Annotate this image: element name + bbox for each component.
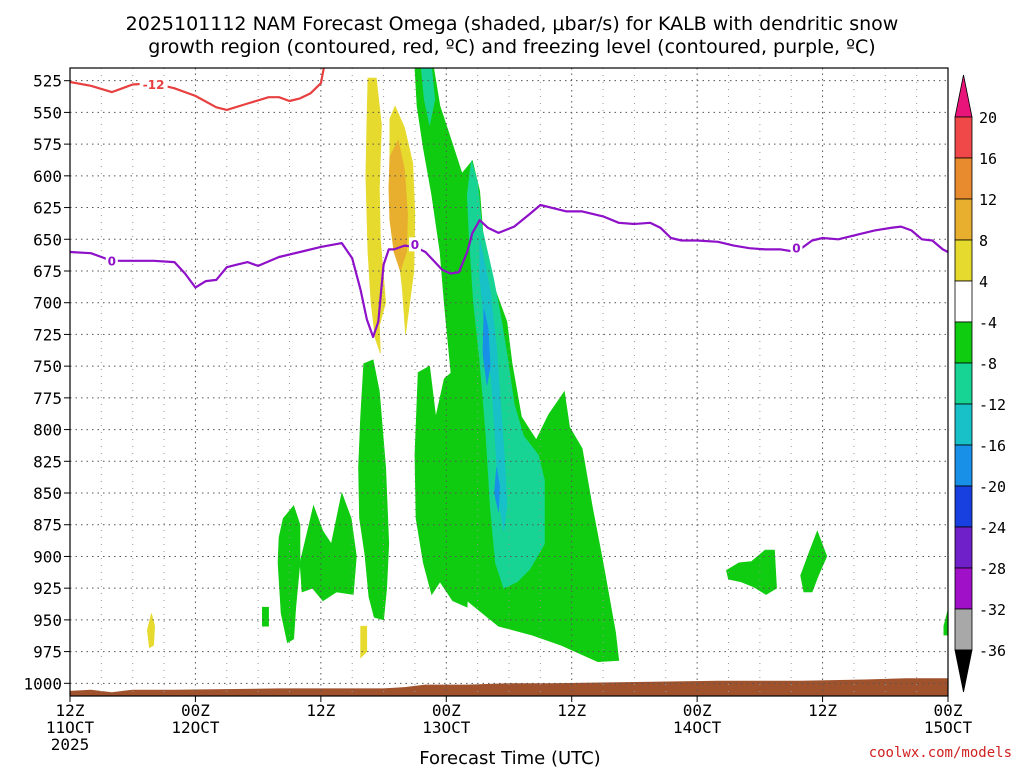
omega-region-0 (360, 625, 368, 659)
y-tick-label: 725 (33, 325, 62, 344)
colorbar-bin (954, 403, 973, 446)
colorbar-bin (954, 280, 973, 323)
freezing-level-contour-label: 0 (411, 238, 419, 252)
colorbar: 20 16 12 8 4 -4 -8 -12 -16 -20 -24 -28 -32 -36 (954, 74, 1006, 693)
credit-text: coolwx.com/models (869, 745, 1012, 761)
colorbar-bin (954, 198, 973, 241)
colorbar-bin (954, 485, 973, 528)
colorbar-top-arrow (954, 74, 973, 118)
colorbar-label: -28 (979, 560, 1006, 578)
omega-region-16 (726, 549, 777, 595)
colorbar-label: 20 (979, 109, 997, 127)
x-tick-year: 2025 (51, 735, 90, 754)
y-tick-label: 1000 (23, 674, 62, 693)
x-tick-label: 12Z (306, 701, 335, 720)
colorbar-bin (954, 444, 973, 487)
plot-frame (69, 67, 949, 697)
omega-region-13 (277, 505, 301, 644)
omega-region-17 (800, 530, 828, 593)
colorbar-bin (954, 116, 973, 159)
y-tick-label: 525 (33, 72, 62, 91)
x-tick-label: 00Z (181, 701, 210, 720)
grid-lines (70, 68, 948, 696)
y-tick-label: 600 (33, 167, 62, 186)
y-tick-label: 850 (33, 484, 62, 503)
x-axis-label: Forecast Time (UTC) (419, 748, 600, 768)
x-tick-label: 00Z (683, 701, 712, 720)
colorbar-label: -36 (979, 642, 1006, 660)
y-tick-label: 925 (33, 579, 62, 598)
contour-layer: -12 0 0 0 (70, 68, 948, 339)
y-tick-label: 775 (33, 389, 62, 408)
x-tick-label: 00Z (432, 701, 461, 720)
y-tick-label: 975 (33, 643, 62, 662)
x-tick-date: 12OCT (171, 718, 220, 737)
freezing-level-contour-label: 0 (108, 254, 116, 268)
y-tick-label: 625 (33, 199, 62, 218)
y-tick-label: 800 (33, 421, 62, 440)
x-tick-date: 14OCT (673, 718, 722, 737)
colorbar-bin (954, 362, 973, 405)
omega-region-4 (388, 139, 408, 272)
colorbar-label: -20 (979, 478, 1006, 496)
colorbar-label: 8 (979, 232, 988, 250)
colorbar-bin (954, 608, 973, 651)
colorbar-label: 4 (979, 273, 988, 291)
omega-region-7 (466, 160, 545, 589)
dgz-contour-line (70, 68, 325, 112)
freezing-level-contour-label: 0 (792, 242, 800, 256)
omega-region-11 (358, 359, 390, 621)
omega-region-1 (146, 613, 156, 649)
freezing-level-contour-label-bg (105, 253, 118, 268)
x-tick-label: 12Z (56, 701, 85, 720)
colorbar-label: 12 (979, 191, 997, 209)
y-tick-label: 575 (33, 135, 62, 154)
chart-title-line-1: 2025101112 NAM Forecast Omega (shaded, μ… (126, 13, 899, 35)
x-tick-label: 12Z (557, 701, 586, 720)
dgz-contour-label: -12 (143, 78, 165, 92)
colorbar-bin (954, 526, 973, 569)
y-tick-label: 700 (33, 294, 62, 313)
colorbar-label: -32 (979, 601, 1006, 619)
y-tick-label: 900 (33, 547, 62, 566)
y-tick-label: 650 (33, 230, 62, 249)
y-tick-label: 675 (33, 262, 62, 281)
x-tick-date: 11OCT (46, 718, 95, 737)
omega-shading (146, 68, 948, 663)
y-tick-label: 950 (33, 611, 62, 630)
colorbar-label: -12 (979, 396, 1006, 414)
colorbar-bin (954, 567, 973, 610)
colorbar-bin (954, 157, 973, 200)
colorbar-bottom-arrow (954, 649, 973, 693)
omega-region-15 (261, 606, 269, 627)
colorbar-label: -4 (979, 314, 997, 332)
y-axis: 525 550 575 600 625 650 675 700 725 750 775 800 825 8… (23, 72, 70, 693)
colorbar-bin (954, 321, 973, 364)
omega-region-10 (494, 467, 500, 513)
x-tick-label: 00Z (934, 701, 963, 720)
dgz-contour-label-bg (139, 77, 168, 92)
y-tick-label: 750 (33, 357, 62, 376)
omega-region-6 (420, 68, 436, 126)
freezing-level-contour-label-bg (408, 237, 421, 252)
colorbar-label: -8 (979, 355, 997, 373)
colorbar-label: -24 (979, 519, 1006, 537)
colorbar-label: 16 (979, 150, 997, 168)
y-tick-label: 875 (33, 516, 62, 535)
omega-region-18 (943, 609, 948, 636)
y-tick-label: 825 (33, 452, 62, 471)
x-tick-date: 15OCT (924, 718, 973, 737)
colorbar-label: -16 (979, 437, 1006, 455)
x-tick-label: 12Z (808, 701, 837, 720)
freezing-level-contour-label-bg (790, 241, 803, 256)
y-tick-label: 550 (33, 103, 62, 122)
x-tick-date: 13OCT (422, 718, 471, 737)
chart-title-line-2: growth region (contoured, red, ºC) and f… (148, 36, 875, 58)
colorbar-bin (954, 239, 973, 282)
